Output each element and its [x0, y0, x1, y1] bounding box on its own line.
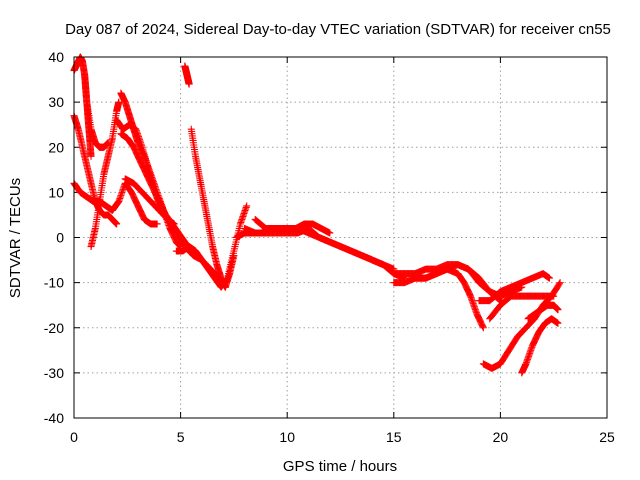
y-tick-label: -10: [44, 275, 64, 291]
x-tick-label: 10: [279, 429, 295, 445]
data-point-marker: [555, 280, 563, 288]
y-tick-label: 20: [48, 139, 64, 155]
x-tick-label: 15: [386, 429, 402, 445]
data-point-marker: [554, 306, 562, 314]
data-point-marker: [115, 98, 123, 106]
series-arc-2: [81, 71, 95, 160]
series-arc-15: [251, 215, 408, 282]
y-axis-label: SDTVAR / TECUs: [7, 178, 24, 298]
x-axis-label: GPS time / hours: [283, 458, 397, 475]
series-arc-22: [518, 315, 562, 377]
x-tick-label: 20: [493, 429, 509, 445]
x-tick-label: 5: [177, 429, 185, 445]
y-tick-label: -20: [44, 320, 64, 336]
data-point-marker: [556, 279, 564, 287]
data-point-marker: [185, 80, 193, 88]
x-tick-label: 0: [70, 429, 78, 445]
tick-layer: 0 5 10 15 20 25 -40 -30 -20 -10 0 10 20 30 40: [44, 49, 615, 445]
data-point-marker: [326, 229, 334, 237]
series-arc-12: [172, 202, 251, 291]
y-tick-label: 30: [48, 94, 64, 110]
plot-frame: [73, 56, 608, 419]
data-point-marker: [479, 324, 487, 332]
y-tick-label: -30: [44, 365, 64, 381]
y-tick-label: 10: [48, 184, 64, 200]
data-point-marker: [545, 274, 553, 282]
y-tick-label: 0: [56, 230, 64, 246]
series-arc-4: [70, 179, 161, 228]
series-arc-20: [486, 292, 558, 323]
data-point-marker: [243, 202, 251, 210]
series-arc-10: [181, 62, 193, 88]
series-arc-23: [524, 301, 562, 323]
series-arc-19: [475, 270, 553, 305]
series-arc-5: [87, 98, 123, 251]
chart-title: Day 087 of 2024, Sidereal Day-to-day VTE…: [65, 21, 611, 38]
x-tick-label: 25: [599, 429, 615, 445]
y-tick-label: -40: [44, 410, 64, 426]
data-point-marker: [153, 220, 161, 228]
y-tick-label: 40: [48, 49, 64, 65]
data-point-marker: [113, 220, 121, 228]
data-point-marker: [554, 319, 562, 327]
series-arc-14: [241, 224, 398, 273]
data-point-marker: [87, 152, 95, 160]
